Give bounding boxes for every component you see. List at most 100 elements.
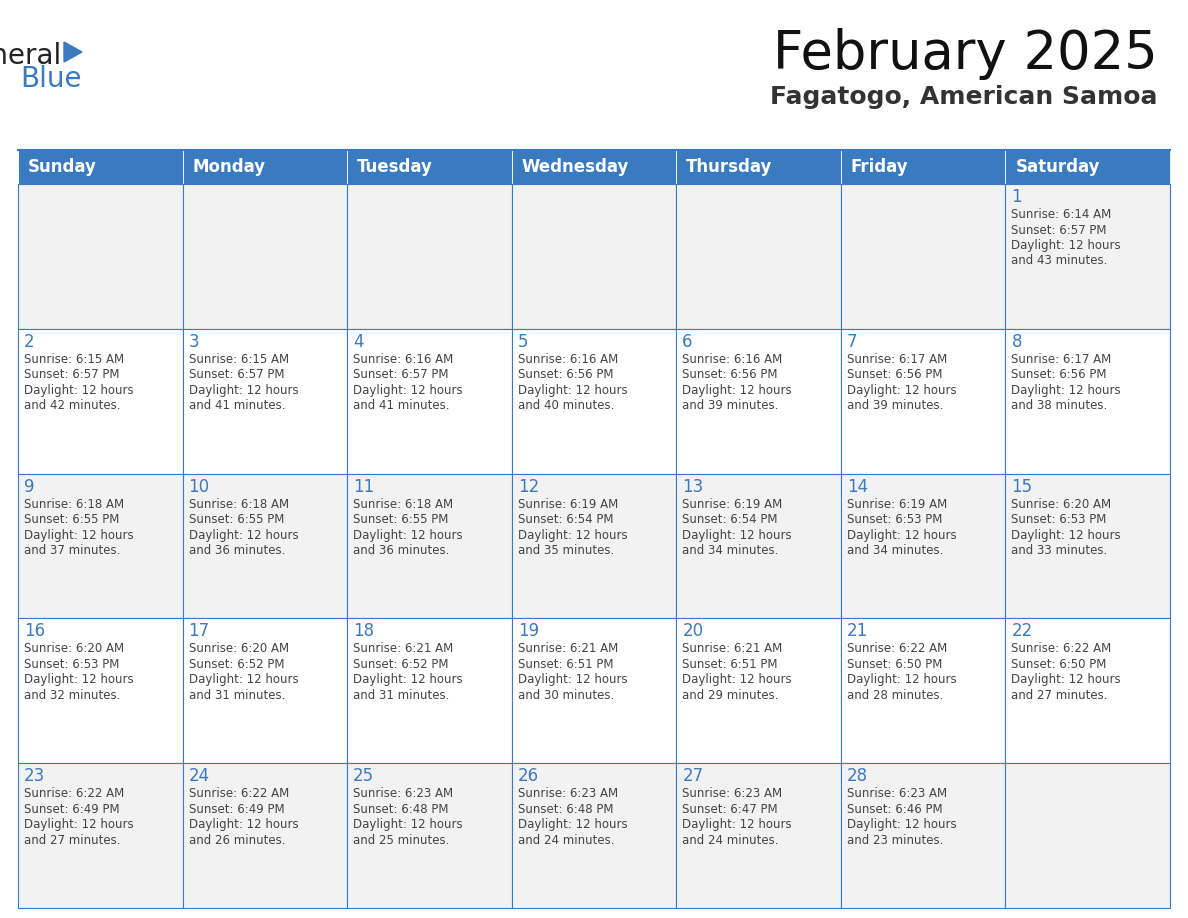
Text: Sunset: 6:57 PM: Sunset: 6:57 PM bbox=[24, 368, 120, 381]
Text: Daylight: 12 hours: Daylight: 12 hours bbox=[682, 384, 792, 397]
Text: Sunrise: 6:18 AM: Sunrise: 6:18 AM bbox=[24, 498, 124, 510]
Text: 10: 10 bbox=[189, 477, 210, 496]
Text: Sunset: 6:55 PM: Sunset: 6:55 PM bbox=[189, 513, 284, 526]
Text: Sunrise: 6:17 AM: Sunrise: 6:17 AM bbox=[847, 353, 947, 365]
Text: Daylight: 12 hours: Daylight: 12 hours bbox=[353, 674, 463, 687]
Text: 28: 28 bbox=[847, 767, 868, 785]
Text: and 41 minutes.: and 41 minutes. bbox=[189, 399, 285, 412]
Bar bbox=[841, 150, 1005, 184]
Text: Daylight: 12 hours: Daylight: 12 hours bbox=[1011, 384, 1121, 397]
Bar bbox=[512, 184, 676, 329]
Bar bbox=[676, 184, 841, 329]
Text: 1: 1 bbox=[1011, 188, 1022, 206]
Bar bbox=[347, 763, 512, 908]
Text: Sunrise: 6:20 AM: Sunrise: 6:20 AM bbox=[189, 643, 289, 655]
Bar bbox=[347, 150, 512, 184]
Text: Daylight: 12 hours: Daylight: 12 hours bbox=[189, 674, 298, 687]
Bar bbox=[183, 474, 347, 619]
Bar bbox=[18, 619, 183, 763]
Bar bbox=[18, 184, 183, 329]
Text: Sunrise: 6:17 AM: Sunrise: 6:17 AM bbox=[1011, 353, 1112, 365]
Text: Daylight: 12 hours: Daylight: 12 hours bbox=[353, 529, 463, 542]
Text: and 24 minutes.: and 24 minutes. bbox=[518, 834, 614, 846]
Text: Daylight: 12 hours: Daylight: 12 hours bbox=[847, 818, 956, 831]
Bar bbox=[1005, 474, 1170, 619]
Bar bbox=[1005, 619, 1170, 763]
Text: Sunrise: 6:20 AM: Sunrise: 6:20 AM bbox=[1011, 498, 1112, 510]
Text: Sunrise: 6:19 AM: Sunrise: 6:19 AM bbox=[682, 498, 783, 510]
Text: 13: 13 bbox=[682, 477, 703, 496]
Bar bbox=[676, 474, 841, 619]
Text: Sunrise: 6:16 AM: Sunrise: 6:16 AM bbox=[518, 353, 618, 365]
Bar bbox=[676, 619, 841, 763]
Text: 9: 9 bbox=[24, 477, 34, 496]
Text: Sunrise: 6:20 AM: Sunrise: 6:20 AM bbox=[24, 643, 124, 655]
Text: Daylight: 12 hours: Daylight: 12 hours bbox=[682, 529, 792, 542]
Text: Sunrise: 6:23 AM: Sunrise: 6:23 AM bbox=[353, 788, 454, 800]
Text: Sunrise: 6:18 AM: Sunrise: 6:18 AM bbox=[189, 498, 289, 510]
Text: Daylight: 12 hours: Daylight: 12 hours bbox=[847, 384, 956, 397]
Bar bbox=[18, 150, 183, 184]
Text: Sunset: 6:46 PM: Sunset: 6:46 PM bbox=[847, 802, 942, 816]
Text: 18: 18 bbox=[353, 622, 374, 641]
Text: 17: 17 bbox=[189, 622, 210, 641]
Text: and 27 minutes.: and 27 minutes. bbox=[1011, 688, 1108, 702]
Text: Blue: Blue bbox=[20, 65, 82, 93]
Text: Daylight: 12 hours: Daylight: 12 hours bbox=[189, 384, 298, 397]
Text: Sunrise: 6:21 AM: Sunrise: 6:21 AM bbox=[682, 643, 783, 655]
Text: Sunset: 6:57 PM: Sunset: 6:57 PM bbox=[189, 368, 284, 381]
Text: and 31 minutes.: and 31 minutes. bbox=[353, 688, 449, 702]
Text: Sunrise: 6:22 AM: Sunrise: 6:22 AM bbox=[189, 788, 289, 800]
Text: Sunset: 6:51 PM: Sunset: 6:51 PM bbox=[682, 658, 778, 671]
Bar bbox=[841, 184, 1005, 329]
Text: Daylight: 12 hours: Daylight: 12 hours bbox=[518, 674, 627, 687]
Text: Daylight: 12 hours: Daylight: 12 hours bbox=[1011, 674, 1121, 687]
Text: Sunrise: 6:22 AM: Sunrise: 6:22 AM bbox=[847, 643, 947, 655]
Text: Daylight: 12 hours: Daylight: 12 hours bbox=[24, 674, 133, 687]
Text: Sunset: 6:50 PM: Sunset: 6:50 PM bbox=[1011, 658, 1107, 671]
Bar bbox=[183, 329, 347, 474]
Text: 15: 15 bbox=[1011, 477, 1032, 496]
Text: 8: 8 bbox=[1011, 333, 1022, 351]
Text: 27: 27 bbox=[682, 767, 703, 785]
Text: and 30 minutes.: and 30 minutes. bbox=[518, 688, 614, 702]
Text: and 39 minutes.: and 39 minutes. bbox=[682, 399, 778, 412]
Text: Sunset: 6:49 PM: Sunset: 6:49 PM bbox=[189, 802, 284, 816]
Text: Sunset: 6:55 PM: Sunset: 6:55 PM bbox=[24, 513, 119, 526]
Text: 19: 19 bbox=[518, 622, 539, 641]
Text: Sunset: 6:53 PM: Sunset: 6:53 PM bbox=[24, 658, 119, 671]
Text: Sunrise: 6:21 AM: Sunrise: 6:21 AM bbox=[518, 643, 618, 655]
Text: Sunset: 6:56 PM: Sunset: 6:56 PM bbox=[518, 368, 613, 381]
Text: Monday: Monday bbox=[192, 158, 266, 176]
Bar bbox=[183, 150, 347, 184]
Text: Fagatogo, American Samoa: Fagatogo, American Samoa bbox=[771, 85, 1158, 109]
Bar bbox=[676, 329, 841, 474]
Bar bbox=[347, 474, 512, 619]
Text: 16: 16 bbox=[24, 622, 45, 641]
Text: and 40 minutes.: and 40 minutes. bbox=[518, 399, 614, 412]
Bar bbox=[347, 184, 512, 329]
Bar bbox=[841, 329, 1005, 474]
Text: Sunrise: 6:15 AM: Sunrise: 6:15 AM bbox=[189, 353, 289, 365]
Text: February 2025: February 2025 bbox=[773, 28, 1158, 80]
Text: 12: 12 bbox=[518, 477, 539, 496]
Text: Friday: Friday bbox=[851, 158, 909, 176]
Text: Sunrise: 6:22 AM: Sunrise: 6:22 AM bbox=[24, 788, 125, 800]
Text: Sunset: 6:57 PM: Sunset: 6:57 PM bbox=[353, 368, 449, 381]
Text: and 36 minutes.: and 36 minutes. bbox=[189, 544, 285, 557]
Text: 2: 2 bbox=[24, 333, 34, 351]
Text: Sunrise: 6:19 AM: Sunrise: 6:19 AM bbox=[518, 498, 618, 510]
Text: 23: 23 bbox=[24, 767, 45, 785]
Text: Daylight: 12 hours: Daylight: 12 hours bbox=[24, 529, 133, 542]
Text: Sunset: 6:53 PM: Sunset: 6:53 PM bbox=[1011, 513, 1107, 526]
Text: and 24 minutes.: and 24 minutes. bbox=[682, 834, 779, 846]
Text: Sunrise: 6:16 AM: Sunrise: 6:16 AM bbox=[353, 353, 454, 365]
Text: Sunrise: 6:19 AM: Sunrise: 6:19 AM bbox=[847, 498, 947, 510]
Text: Sunset: 6:56 PM: Sunset: 6:56 PM bbox=[847, 368, 942, 381]
Text: Daylight: 12 hours: Daylight: 12 hours bbox=[24, 818, 133, 831]
Text: Sunset: 6:53 PM: Sunset: 6:53 PM bbox=[847, 513, 942, 526]
Text: and 33 minutes.: and 33 minutes. bbox=[1011, 544, 1107, 557]
Text: 24: 24 bbox=[189, 767, 210, 785]
Text: and 28 minutes.: and 28 minutes. bbox=[847, 688, 943, 702]
Text: Daylight: 12 hours: Daylight: 12 hours bbox=[518, 818, 627, 831]
